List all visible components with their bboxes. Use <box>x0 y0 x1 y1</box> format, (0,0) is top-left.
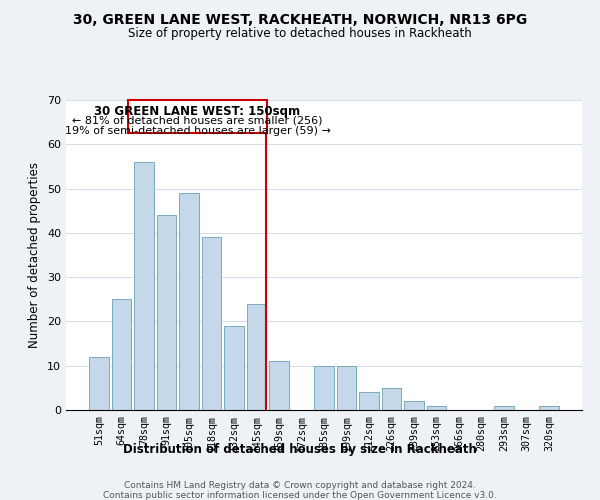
Bar <box>247 304 266 410</box>
Bar <box>314 366 334 410</box>
Bar <box>427 406 446 410</box>
Bar <box>359 392 379 410</box>
Text: Distribution of detached houses by size in Rackheath: Distribution of detached houses by size … <box>123 442 477 456</box>
Bar <box>269 362 289 410</box>
Bar <box>157 215 176 410</box>
Bar <box>179 193 199 410</box>
Bar <box>134 162 154 410</box>
Text: Size of property relative to detached houses in Rackheath: Size of property relative to detached ho… <box>128 28 472 40</box>
Bar <box>539 406 559 410</box>
FancyBboxPatch shape <box>128 100 266 133</box>
Bar <box>112 300 131 410</box>
Y-axis label: Number of detached properties: Number of detached properties <box>28 162 41 348</box>
Text: ← 81% of detached houses are smaller (256): ← 81% of detached houses are smaller (25… <box>72 116 323 126</box>
Bar <box>382 388 401 410</box>
Bar <box>224 326 244 410</box>
Text: 30 GREEN LANE WEST: 150sqm: 30 GREEN LANE WEST: 150sqm <box>94 106 301 118</box>
Text: 30, GREEN LANE WEST, RACKHEATH, NORWICH, NR13 6PG: 30, GREEN LANE WEST, RACKHEATH, NORWICH,… <box>73 12 527 26</box>
Text: Contains HM Land Registry data © Crown copyright and database right 2024.: Contains HM Land Registry data © Crown c… <box>124 481 476 490</box>
Bar <box>494 406 514 410</box>
Bar <box>337 366 356 410</box>
Text: Contains public sector information licensed under the Open Government Licence v3: Contains public sector information licen… <box>103 491 497 500</box>
Bar <box>89 357 109 410</box>
Text: 19% of semi-detached houses are larger (59) →: 19% of semi-detached houses are larger (… <box>65 126 331 136</box>
Bar <box>404 401 424 410</box>
Bar <box>202 238 221 410</box>
